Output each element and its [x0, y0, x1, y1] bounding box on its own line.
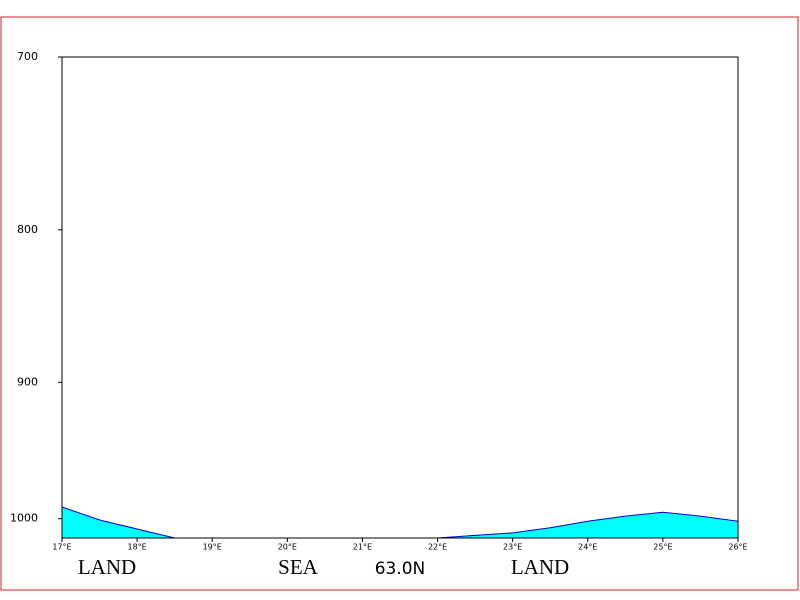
- x-tick-label: 24°E: [578, 543, 597, 552]
- x-tick-label: 18°E: [127, 543, 146, 552]
- x-tick-label: 21°E: [353, 543, 372, 552]
- annotation: LAND: [78, 555, 136, 579]
- y-tick-label: 1000: [10, 512, 38, 525]
- x-tick-label: 17°E: [52, 543, 71, 552]
- annotation: LAND: [511, 555, 569, 579]
- annotation: SEA: [278, 555, 319, 579]
- y-tick-label: 900: [17, 375, 38, 388]
- x-tick-label: 23°E: [503, 543, 522, 552]
- x-tick-label: 22°E: [428, 543, 447, 552]
- terrain-area: [62, 507, 738, 538]
- y-tick-label: 800: [17, 223, 38, 236]
- x-tick-label: 20°E: [278, 543, 297, 552]
- x-tick-label: 19°E: [203, 543, 222, 552]
- y-tick-label: 700: [17, 50, 38, 63]
- page-frame: [0, 16, 799, 591]
- x-tick-label: 25°E: [653, 543, 672, 552]
- plot-frame: [61, 56, 739, 539]
- x-tick-label: 26°E: [728, 543, 747, 552]
- annotation: 63.0N: [375, 559, 426, 579]
